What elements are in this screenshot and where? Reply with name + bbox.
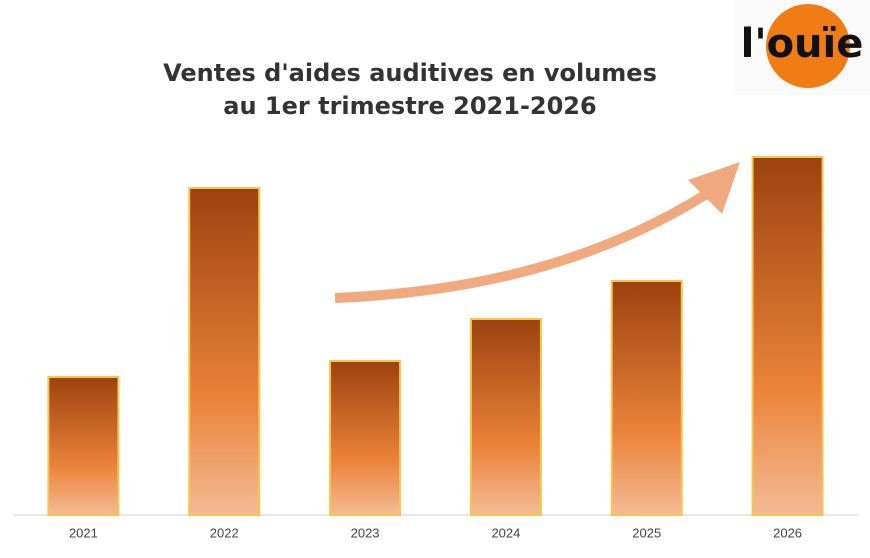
x-tick-label: 2021 (69, 525, 98, 540)
chart-title: Ventes d'aides auditives en volumes (163, 59, 657, 87)
bar (47, 376, 120, 516)
logo: l'ouïe (735, 0, 870, 95)
bar (188, 187, 261, 516)
logo-circle (766, 4, 850, 88)
x-tick-label: 2023 (351, 525, 380, 540)
logo-text: l'ouïe (741, 21, 864, 67)
bar (751, 156, 824, 516)
x-tick-label: 2025 (632, 525, 661, 540)
trend-arrow (334, 162, 740, 303)
bar (610, 280, 683, 516)
arrow-head (688, 162, 740, 214)
x-tick-label: 2026 (773, 525, 802, 540)
arrow-shaft (334, 190, 708, 303)
bar (469, 318, 542, 516)
chart-title: au 1er trimestre 2021-2026 (223, 92, 596, 120)
bar (329, 360, 402, 516)
x-tick-label: 2022 (210, 525, 239, 540)
x-tick-label: 2024 (491, 525, 520, 540)
